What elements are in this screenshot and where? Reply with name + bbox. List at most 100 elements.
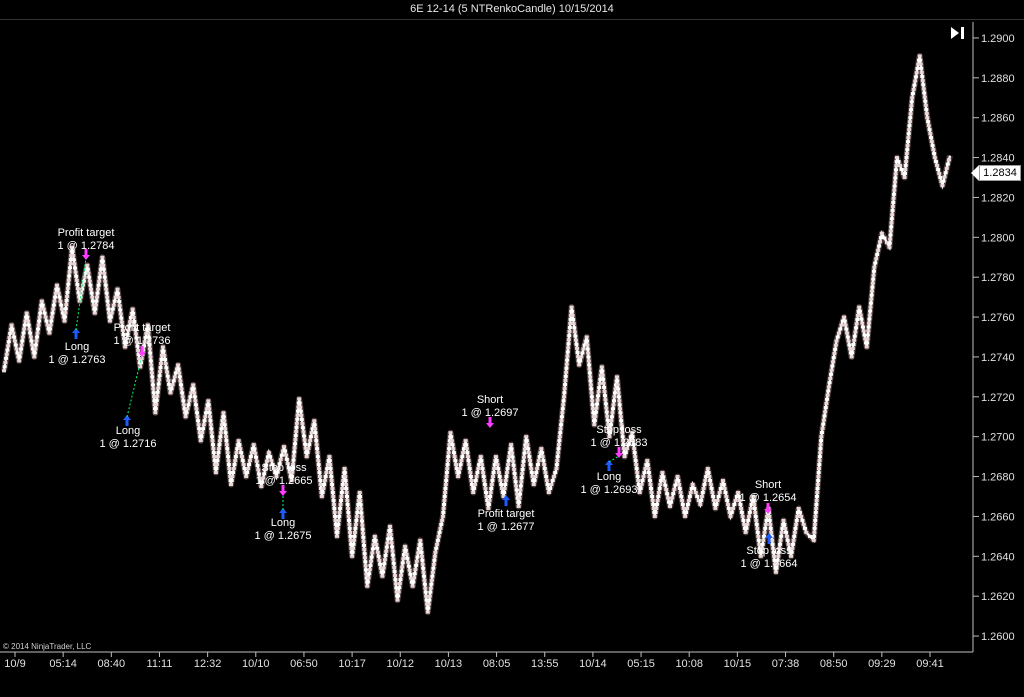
renko-brick: [437, 530, 442, 534]
buy-arrow-icon[interactable]: [279, 508, 287, 519]
sell-arrow-icon[interactable]: [279, 485, 287, 496]
sell-arrow-icon[interactable]: [82, 249, 90, 260]
renko-brick: [293, 434, 298, 438]
renko-brick: [63, 311, 68, 315]
renko-brick: [597, 381, 602, 385]
renko-brick: [371, 543, 376, 547]
renko-brick: [245, 471, 250, 475]
renko-brick: [337, 514, 342, 518]
renko-brick: [401, 557, 406, 561]
renko-brick: [333, 514, 338, 518]
renko-brick: [758, 554, 763, 558]
renko-brick: [147, 343, 152, 347]
renko-brick: [565, 354, 570, 358]
renko-brick: [567, 330, 572, 334]
renko-brick: [374, 542, 379, 546]
renko-brick: [338, 498, 343, 502]
renko-brick: [617, 403, 622, 407]
renko-brick: [447, 447, 452, 451]
renko-brick: [397, 586, 402, 590]
renko-brick: [669, 500, 674, 504]
renko-brick: [502, 487, 507, 491]
renko-brick: [871, 277, 876, 281]
renko-brick: [670, 496, 675, 500]
renko-brick: [867, 321, 872, 325]
renko-brick: [196, 423, 201, 427]
renko-brick: [852, 338, 857, 342]
renko-brick: [768, 526, 773, 530]
renko-brick: [241, 463, 246, 467]
renko-brick: [534, 471, 539, 475]
scroll-to-end-button[interactable]: [946, 24, 970, 42]
renko-brick: [64, 303, 69, 307]
renko-brick: [850, 351, 855, 355]
buy-arrow-icon[interactable]: [502, 495, 510, 506]
renko-brick: [562, 391, 567, 395]
renko-brick: [403, 548, 408, 552]
renko-brick: [600, 369, 605, 373]
renko-brick: [857, 309, 862, 313]
renko-brick: [819, 435, 824, 439]
renko-brick: [541, 459, 546, 463]
sell-arrow-icon[interactable]: [764, 503, 772, 514]
buy-arrow-icon[interactable]: [765, 533, 773, 544]
renko-brick: [369, 555, 374, 559]
renko-brick: [928, 132, 933, 136]
renko-brick: [842, 315, 847, 319]
renko-brick: [421, 570, 426, 574]
sell-arrow-icon[interactable]: [138, 346, 146, 357]
buy-arrow-icon[interactable]: [605, 460, 613, 471]
renko-brick: [350, 554, 355, 558]
renko-brick: [208, 423, 213, 427]
renko-brick: [315, 447, 320, 451]
renko-brick: [791, 538, 796, 542]
renko-brick: [830, 364, 835, 368]
sell-arrow-icon[interactable]: [615, 447, 623, 458]
renko-brick: [377, 558, 382, 562]
renko-brick: [909, 108, 914, 112]
renko-brick: [100, 255, 105, 259]
x-tick-label: 10/14: [579, 658, 607, 670]
buy-arrow-icon[interactable]: [123, 415, 131, 426]
renko-brick: [613, 387, 618, 391]
renko-brick: [918, 58, 923, 62]
renko-brick: [352, 534, 357, 538]
renko-brick: [761, 538, 766, 542]
renko-brick: [813, 518, 818, 522]
renko-brick: [608, 427, 613, 431]
renko-brick: [66, 282, 71, 286]
renko-brick: [822, 414, 827, 418]
renko-brick: [630, 435, 635, 439]
renko-brick: [889, 217, 894, 221]
renko-brick: [701, 487, 706, 491]
buy-arrow-icon[interactable]: [72, 328, 80, 339]
renko-brick: [210, 435, 215, 439]
renko-brick: [106, 307, 111, 311]
renko-brick: [645, 463, 650, 467]
renko-brick: [869, 297, 874, 301]
renko-brick: [559, 423, 564, 427]
renko-brick: [561, 399, 566, 403]
renko-brick: [224, 439, 229, 443]
renko-brick: [511, 459, 516, 463]
renko-brick: [789, 554, 794, 558]
renko-brick: [3, 361, 8, 365]
renko-brick: [869, 293, 874, 297]
renko-brick: [478, 455, 483, 459]
renko-brick: [303, 446, 308, 450]
sell-arrow-icon[interactable]: [486, 417, 494, 428]
renko-brick: [524, 435, 529, 439]
renko-brick: [63, 307, 68, 311]
renko-brick: [365, 584, 370, 588]
renko-brick: [378, 562, 383, 566]
renko-brick: [676, 479, 681, 483]
renko-brick: [148, 351, 153, 355]
renko-brick: [290, 466, 295, 470]
renko-brick: [828, 377, 833, 381]
renko-brick: [165, 374, 170, 378]
renko-brick: [589, 387, 594, 391]
renko-brick: [227, 467, 232, 471]
renko-brick: [593, 414, 598, 418]
